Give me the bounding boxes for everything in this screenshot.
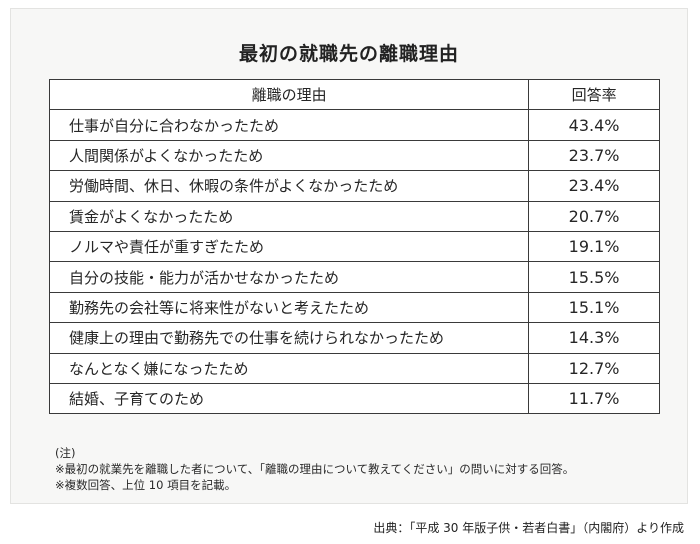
rate-cell: 19.1%	[528, 230, 660, 263]
table-row: ノルマや責任が重すぎたため 19.1%	[48, 230, 660, 263]
rate-cell: 15.5%	[528, 261, 660, 293]
notes: (注) ※最初の就業先を離職した者について、「離職の理由について教えてください」…	[55, 445, 574, 493]
rate-cell: 14.3%	[528, 322, 660, 354]
table-header-row: 離職の理由 回答率	[48, 78, 660, 111]
table-row: 勤務先の会社等に将来性がないと考えたため 15.1%	[48, 291, 660, 324]
reason-cell: 仕事が自分に合わなかったため	[48, 109, 530, 141]
table-row: 自分の技能・能力が活かせなかったため 15.5%	[48, 261, 660, 293]
notes-label: (注)	[55, 446, 76, 460]
reason-cell: 健康上の理由で勤務先での仕事を続けられなかったため	[48, 322, 530, 354]
rate-cell: 11.7%	[528, 382, 660, 415]
reason-cell: 労働時間、休日、休暇の条件がよくなかったため	[48, 170, 530, 202]
header-rate: 回答率	[528, 78, 660, 111]
reason-cell: 勤務先の会社等に将来性がないと考えたため	[48, 291, 530, 324]
table-row: 結婚、子育てのため 11.7%	[48, 382, 660, 415]
reasons-table: 離職の理由 回答率 仕事が自分に合わなかったため 43.4% 人間関係がよくなか…	[48, 78, 660, 415]
reason-cell: 賃金がよくなかったため	[48, 200, 530, 232]
page-title: 最初の就職先の離職理由	[238, 43, 459, 65]
rate-cell: 12.7%	[528, 352, 660, 384]
reason-cell: 自分の技能・能力が活かせなかったため	[48, 261, 530, 293]
reason-cell: なんとなく嫌になったため	[48, 352, 530, 384]
source-citation: 出典：「平成 30 年版子供・若者白書」（内閣府）より作成	[373, 521, 684, 535]
reason-cell: 人間関係がよくなかったため	[48, 139, 530, 172]
rate-cell: 23.4%	[528, 170, 660, 202]
table-row: 労働時間、休日、休暇の条件がよくなかったため 23.4%	[48, 170, 660, 202]
rate-cell: 43.4%	[528, 109, 660, 141]
note-line: ※最初の就業先を離職した者について、「離職の理由について教えてください」の問いに…	[55, 462, 575, 476]
reason-cell: 結婚、子育てのため	[48, 382, 530, 415]
header-reason: 離職の理由	[48, 78, 530, 111]
rate-cell: 15.1%	[528, 291, 660, 324]
content-panel: 最初の就職先の離職理由 離職の理由 回答率 仕事が自分に合わなかったため 43.…	[10, 8, 688, 504]
table-row: 仕事が自分に合わなかったため 43.4%	[48, 109, 660, 141]
table-row: 健康上の理由で勤務先での仕事を続けられなかったため 14.3%	[48, 322, 660, 354]
table-row: 賃金がよくなかったため 20.7%	[48, 200, 660, 232]
rate-cell: 20.7%	[528, 200, 660, 232]
table-row: 人間関係がよくなかったため 23.7%	[48, 139, 660, 172]
rate-cell: 23.7%	[528, 139, 660, 172]
note-line: ※複数回答、上位 10 項目を記載。	[55, 478, 237, 492]
table-row: なんとなく嫌になったため 12.7%	[48, 352, 660, 384]
reason-cell: ノルマや責任が重すぎたため	[48, 230, 530, 263]
